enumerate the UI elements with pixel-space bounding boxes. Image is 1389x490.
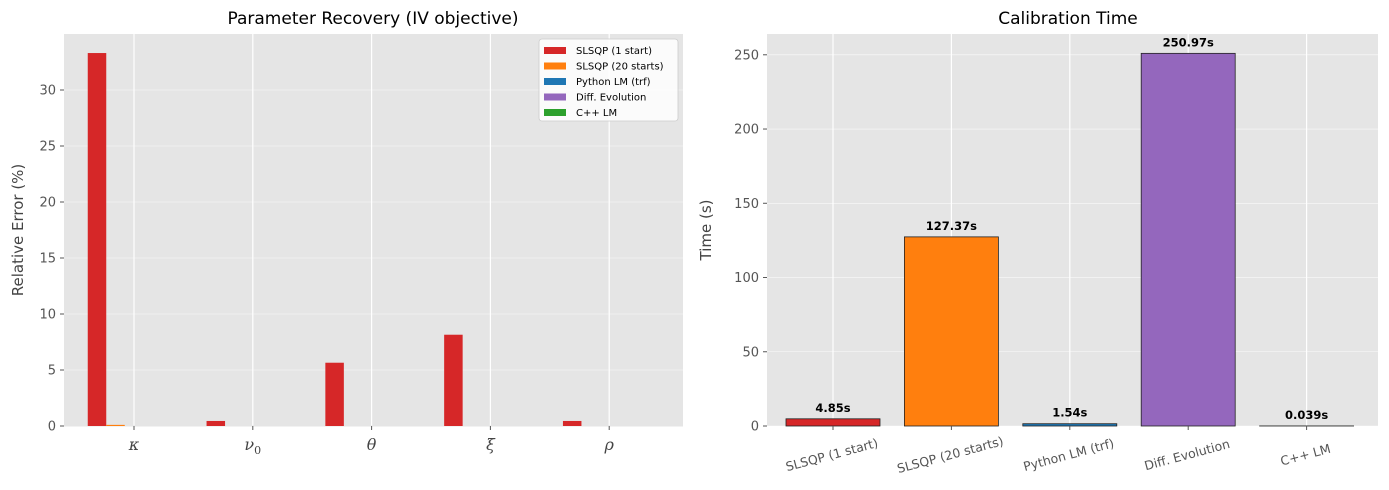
bar	[87, 53, 107, 426]
bar	[1022, 423, 1118, 427]
bar	[206, 420, 226, 426]
x-tick-label-main: κ	[128, 435, 140, 454]
x-tick-label: θ	[367, 435, 377, 454]
x-tick-label: C++ LM	[1279, 441, 1333, 469]
chart-title: Calibration Time	[998, 9, 1138, 29]
legend-label: C++ LM	[576, 108, 617, 119]
x-tick-label-main: θ	[367, 435, 377, 454]
y-tick-label: 0	[751, 420, 759, 435]
y-tick-label: 5	[48, 364, 56, 379]
bar	[1140, 52, 1236, 427]
legend-frame	[538, 38, 679, 122]
bars	[87, 53, 582, 426]
y-axis-label: Time (s)	[697, 200, 715, 262]
calibration-time-chart: 4.85s 127.37s 1.54s 250.97s 0.039s 0 50 100 150…	[697, 9, 1378, 476]
bar-data-label: 1.54s	[1052, 406, 1087, 420]
y-tick-label: 200	[734, 123, 759, 138]
bars	[785, 52, 1354, 427]
y-tick-label: 150	[734, 197, 759, 212]
data-labels: 4.85s 127.37s 1.54s 250.97s 0.039s	[815, 35, 1328, 422]
legend-label: SLSQP (20 starts)	[576, 62, 664, 73]
legend: SLSQP (1 start) SLSQP (20 starts) Python L…	[538, 38, 679, 122]
y-tick-label: 100	[734, 271, 759, 286]
bar	[904, 236, 999, 427]
y-tick-label: 10	[39, 308, 56, 323]
legend-swatch	[544, 78, 566, 85]
x-tick-label: SLSQP (1 start)	[784, 435, 880, 474]
y-tick-label: 50	[742, 345, 759, 360]
y-axis-ticks: 0 50 100 150 200 250	[734, 48, 767, 435]
x-axis-ticks: SLSQP (1 start) SLSQP (20 starts) Python L…	[784, 426, 1332, 476]
x-tick-label: ξ	[486, 435, 496, 454]
x-tick-label: ρ	[603, 435, 614, 454]
bar	[444, 334, 463, 426]
legend-swatch	[544, 62, 566, 70]
x-tick-label-subscript: 0	[254, 444, 261, 457]
y-axis-label: Relative Error (%)	[9, 164, 27, 297]
x-tick-label: ν0	[244, 435, 261, 457]
bar	[106, 424, 125, 426]
bar	[785, 418, 881, 427]
bar-data-label: 250.97s	[1163, 35, 1214, 49]
legend-label: Python LM (trf)	[576, 77, 651, 88]
legend-swatch	[544, 109, 566, 116]
bar-data-label: 127.37s	[926, 219, 977, 233]
bar-data-label: 0.039s	[1285, 408, 1328, 422]
bar	[325, 362, 344, 426]
y-axis-ticks: 0 5 10 15 20 25 30	[39, 84, 64, 435]
plot-area-background	[767, 34, 1378, 426]
legend-label: Diff. Evolution	[576, 93, 646, 104]
legend-label: SLSQP (1 start)	[576, 46, 652, 57]
y-tick-label: 25	[39, 140, 56, 155]
bar	[562, 420, 582, 426]
gridlines	[64, 34, 683, 427]
x-tick-label: Python LM (trf)	[1022, 435, 1116, 474]
y-tick-label: 20	[39, 196, 56, 211]
y-tick-label: 250	[734, 48, 759, 63]
x-tick-label: κ	[128, 435, 140, 454]
legend-swatch	[544, 93, 566, 101]
bar-data-label: 4.85s	[815, 401, 850, 415]
y-tick-label: 30	[39, 84, 56, 99]
x-tick-label-main: ν	[244, 435, 254, 454]
x-tick-label-main: ρ	[603, 435, 614, 454]
x-axis-ticks: κ ν0 θ ξ ρ	[128, 426, 614, 457]
chart-title: Parameter Recovery (IV objective)	[227, 9, 518, 29]
y-tick-label: 0	[48, 420, 56, 435]
x-tick-label: SLSQP (20 starts)	[895, 433, 1005, 476]
legend-swatch	[544, 47, 566, 54]
x-tick-label: Diff. Evolution	[1143, 436, 1232, 473]
x-tick-label-main: ξ	[486, 435, 496, 454]
y-tick-label: 15	[39, 252, 56, 267]
